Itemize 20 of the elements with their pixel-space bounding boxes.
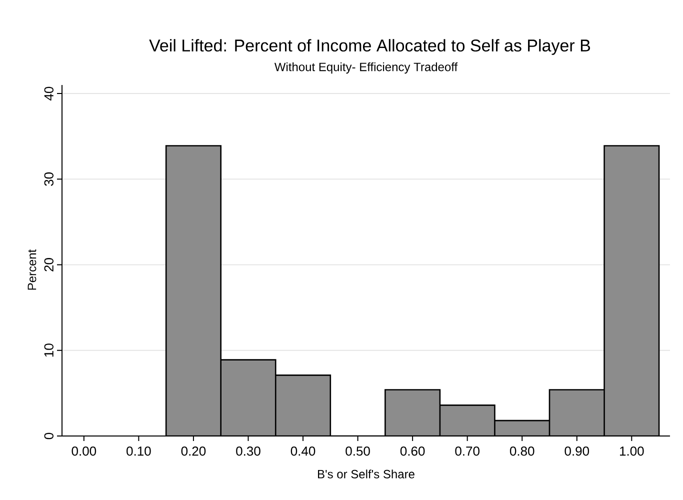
x-tick-label: 1.00	[620, 446, 644, 456]
x-tick-label: 0.20	[181, 446, 206, 456]
x-tick-label: 0.90	[564, 446, 590, 456]
x-tick-label: 0.60	[400, 446, 425, 456]
y-tick-label: 10	[44, 344, 54, 357]
x-tick-label: 0.80	[510, 446, 534, 456]
y-tick-label: 20	[44, 258, 54, 272]
chart-subtitle: Without Equity- Efficiency Tradeoff	[274, 62, 458, 74]
x-tick-label: 0.50	[346, 446, 370, 456]
x-tick-label: 0.40	[290, 446, 316, 456]
x-tick-label: 0.00	[72, 446, 96, 456]
y-axis-title: Percent	[28, 249, 36, 290]
y-tick-label: 40	[44, 86, 54, 100]
y-tick-label: 0	[44, 432, 54, 440]
x-axis-title: B's or Self's Share	[318, 470, 414, 478]
y-tick-label: 30	[44, 172, 54, 186]
chart-title: Veil Lifted: Percent of Income Allocated to Self as Player B	[149, 39, 590, 55]
x-tick-label: 0.70	[455, 446, 480, 456]
x-tick-label: 0.10	[126, 446, 151, 456]
x-tick-label: 0.30	[236, 446, 260, 456]
